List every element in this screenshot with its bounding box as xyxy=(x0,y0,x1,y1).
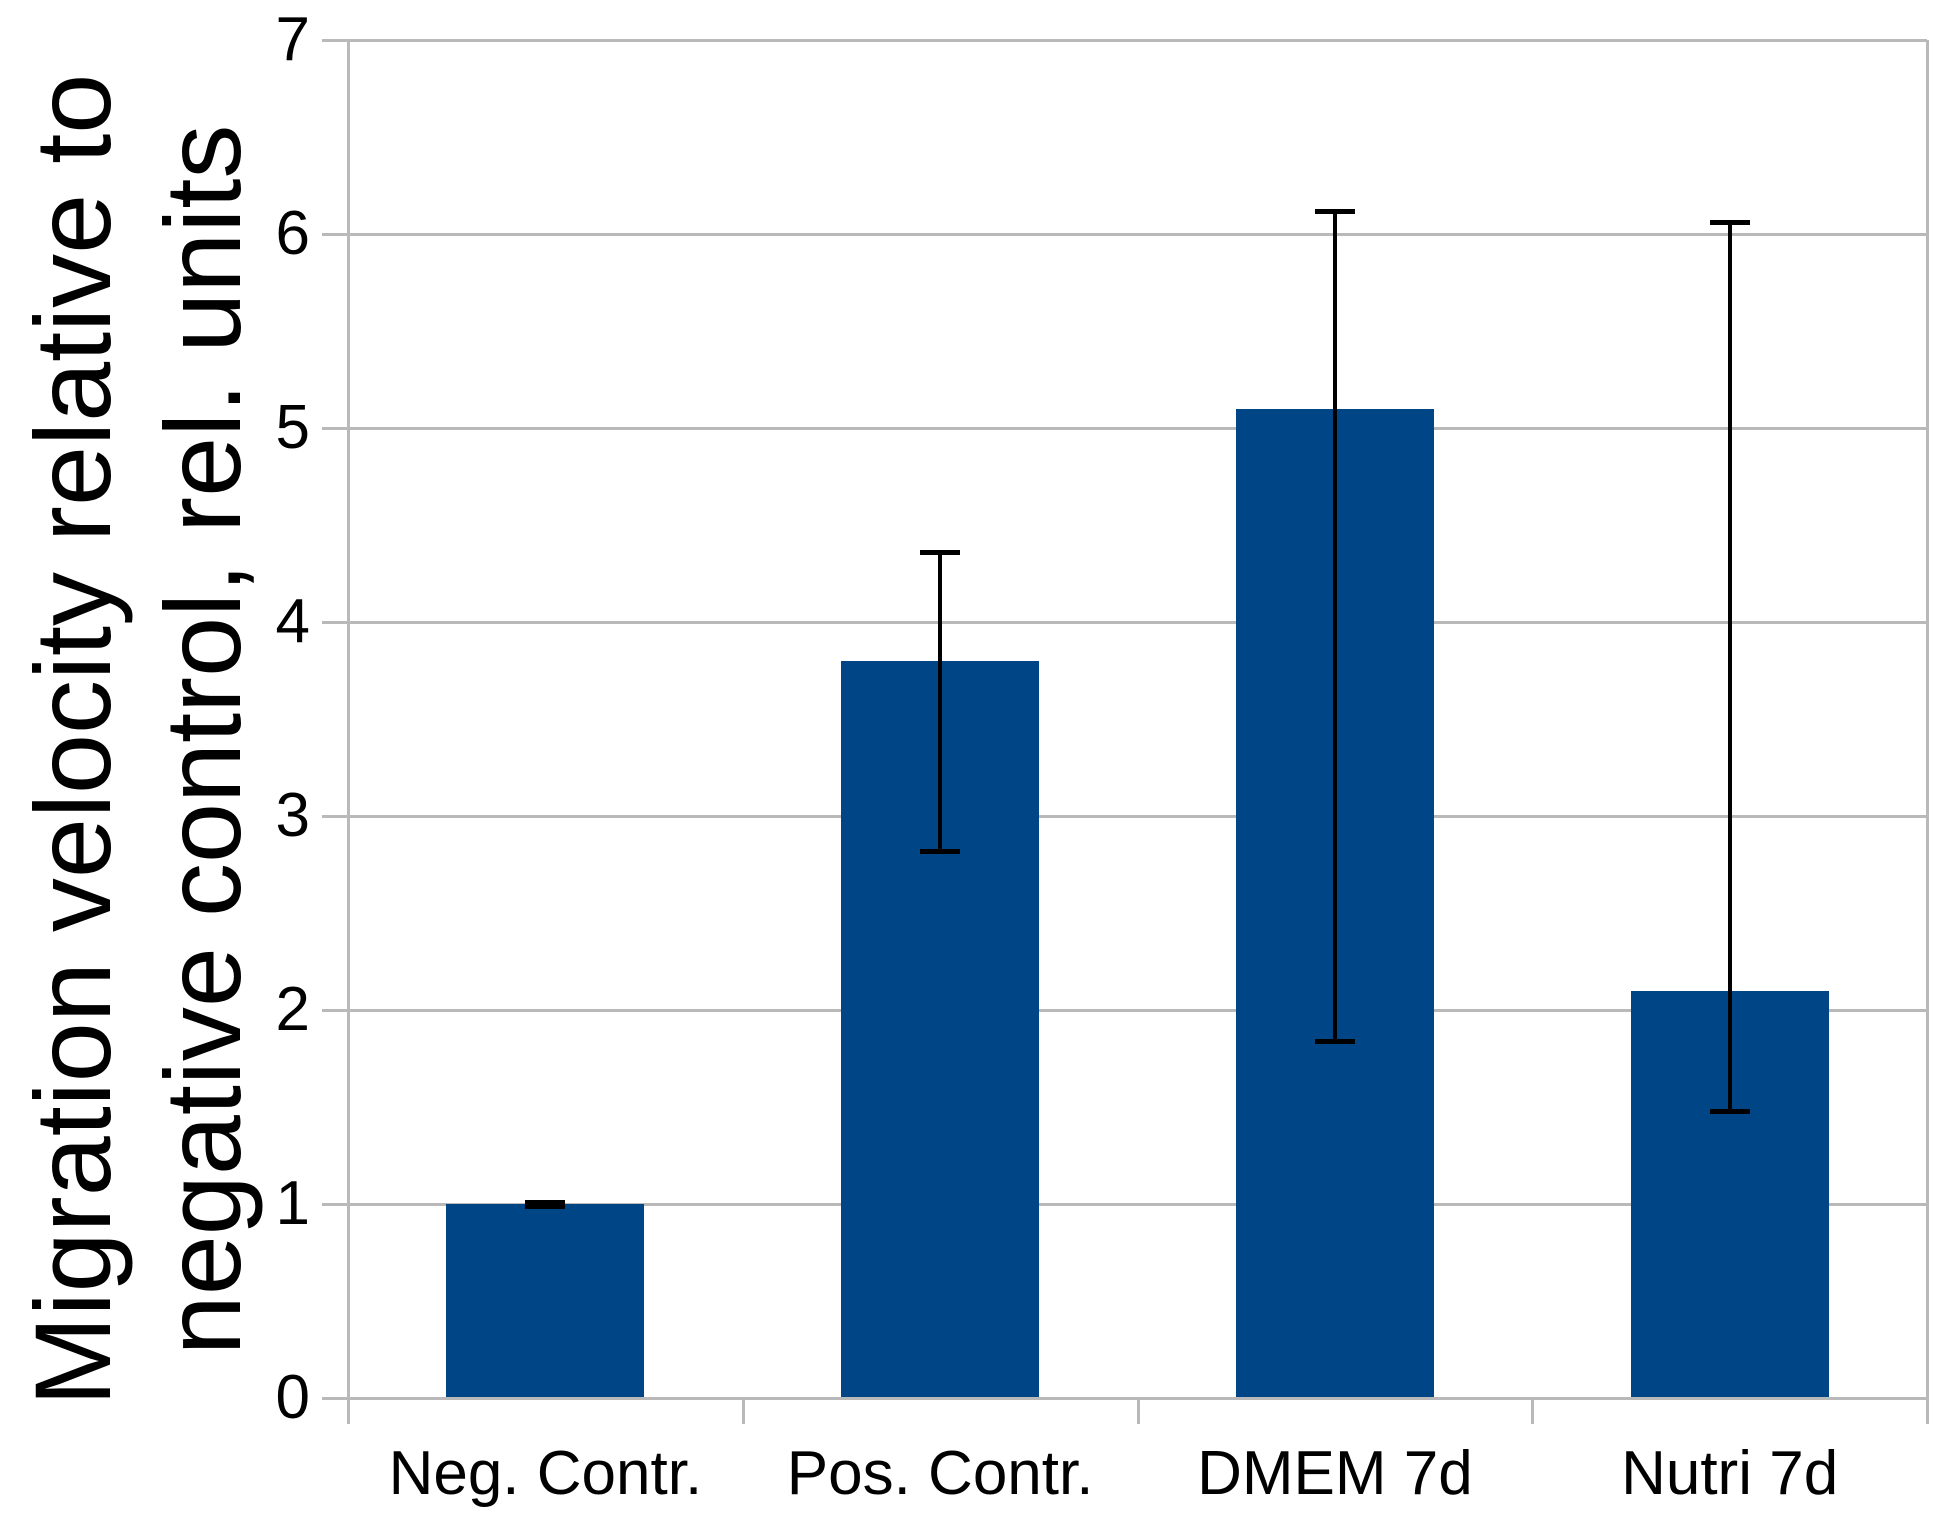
error-bar-cap-lower xyxy=(1709,1108,1750,1114)
bar-neg-contr- xyxy=(446,1204,645,1398)
y-tick-label: 1 xyxy=(275,1169,310,1238)
y-gridline xyxy=(348,39,1927,42)
x-category-label: Neg. Contr. xyxy=(388,1439,703,1508)
y-axis-tick xyxy=(322,815,348,818)
y-axis-title-line1: Migration velocity relative to xyxy=(12,73,133,1407)
y-gridline xyxy=(348,427,1927,430)
y-tick-label: 0 xyxy=(275,1363,310,1432)
error-bar-cap-lower xyxy=(1314,1039,1355,1045)
x-axis-tick xyxy=(1136,1398,1140,1424)
error-bar-line xyxy=(1332,210,1337,1042)
y-gridline xyxy=(348,1009,1927,1012)
y-axis-tick xyxy=(322,233,348,236)
x-axis-tick xyxy=(741,1398,745,1424)
y-tick-label: 7 xyxy=(275,5,310,74)
x-category-label: Nutri 7d xyxy=(1621,1439,1839,1508)
y-tick-label: 4 xyxy=(275,587,310,656)
y-tick-label: 5 xyxy=(275,393,310,462)
y-gridline xyxy=(348,815,1927,818)
y-axis-tick xyxy=(322,621,348,624)
y-axis-tick xyxy=(322,427,348,430)
y-tick-label: 6 xyxy=(275,199,310,268)
error-bar-cap-lower xyxy=(525,1203,566,1209)
x-category-label: DMEM 7d xyxy=(1197,1439,1473,1508)
error-bar-line xyxy=(938,552,943,851)
error-bar-cap-lower xyxy=(920,848,961,854)
y-tick-label: 2 xyxy=(275,975,310,1044)
y-axis-tick xyxy=(322,1203,348,1206)
error-bar-cap-upper xyxy=(525,1200,566,1206)
y-axis-line xyxy=(347,40,350,1424)
error-bar-line xyxy=(1727,222,1732,1111)
y-gridline xyxy=(348,621,1927,624)
y-axis-tick xyxy=(322,1009,348,1012)
x-category-label: Pos. Contr. xyxy=(786,1439,1094,1508)
plot-right-border xyxy=(1926,40,1929,1424)
y-tick-label: 3 xyxy=(275,781,310,850)
x-axis-line xyxy=(322,1397,1927,1400)
error-bar-cap-upper xyxy=(1314,208,1355,214)
y-gridline xyxy=(348,1203,1927,1206)
y-axis-tick xyxy=(322,39,348,42)
x-axis-tick xyxy=(1531,1398,1535,1424)
error-bar-cap-upper xyxy=(920,550,961,556)
y-gridline xyxy=(348,233,1927,236)
error-bar-cap-upper xyxy=(1709,220,1750,226)
